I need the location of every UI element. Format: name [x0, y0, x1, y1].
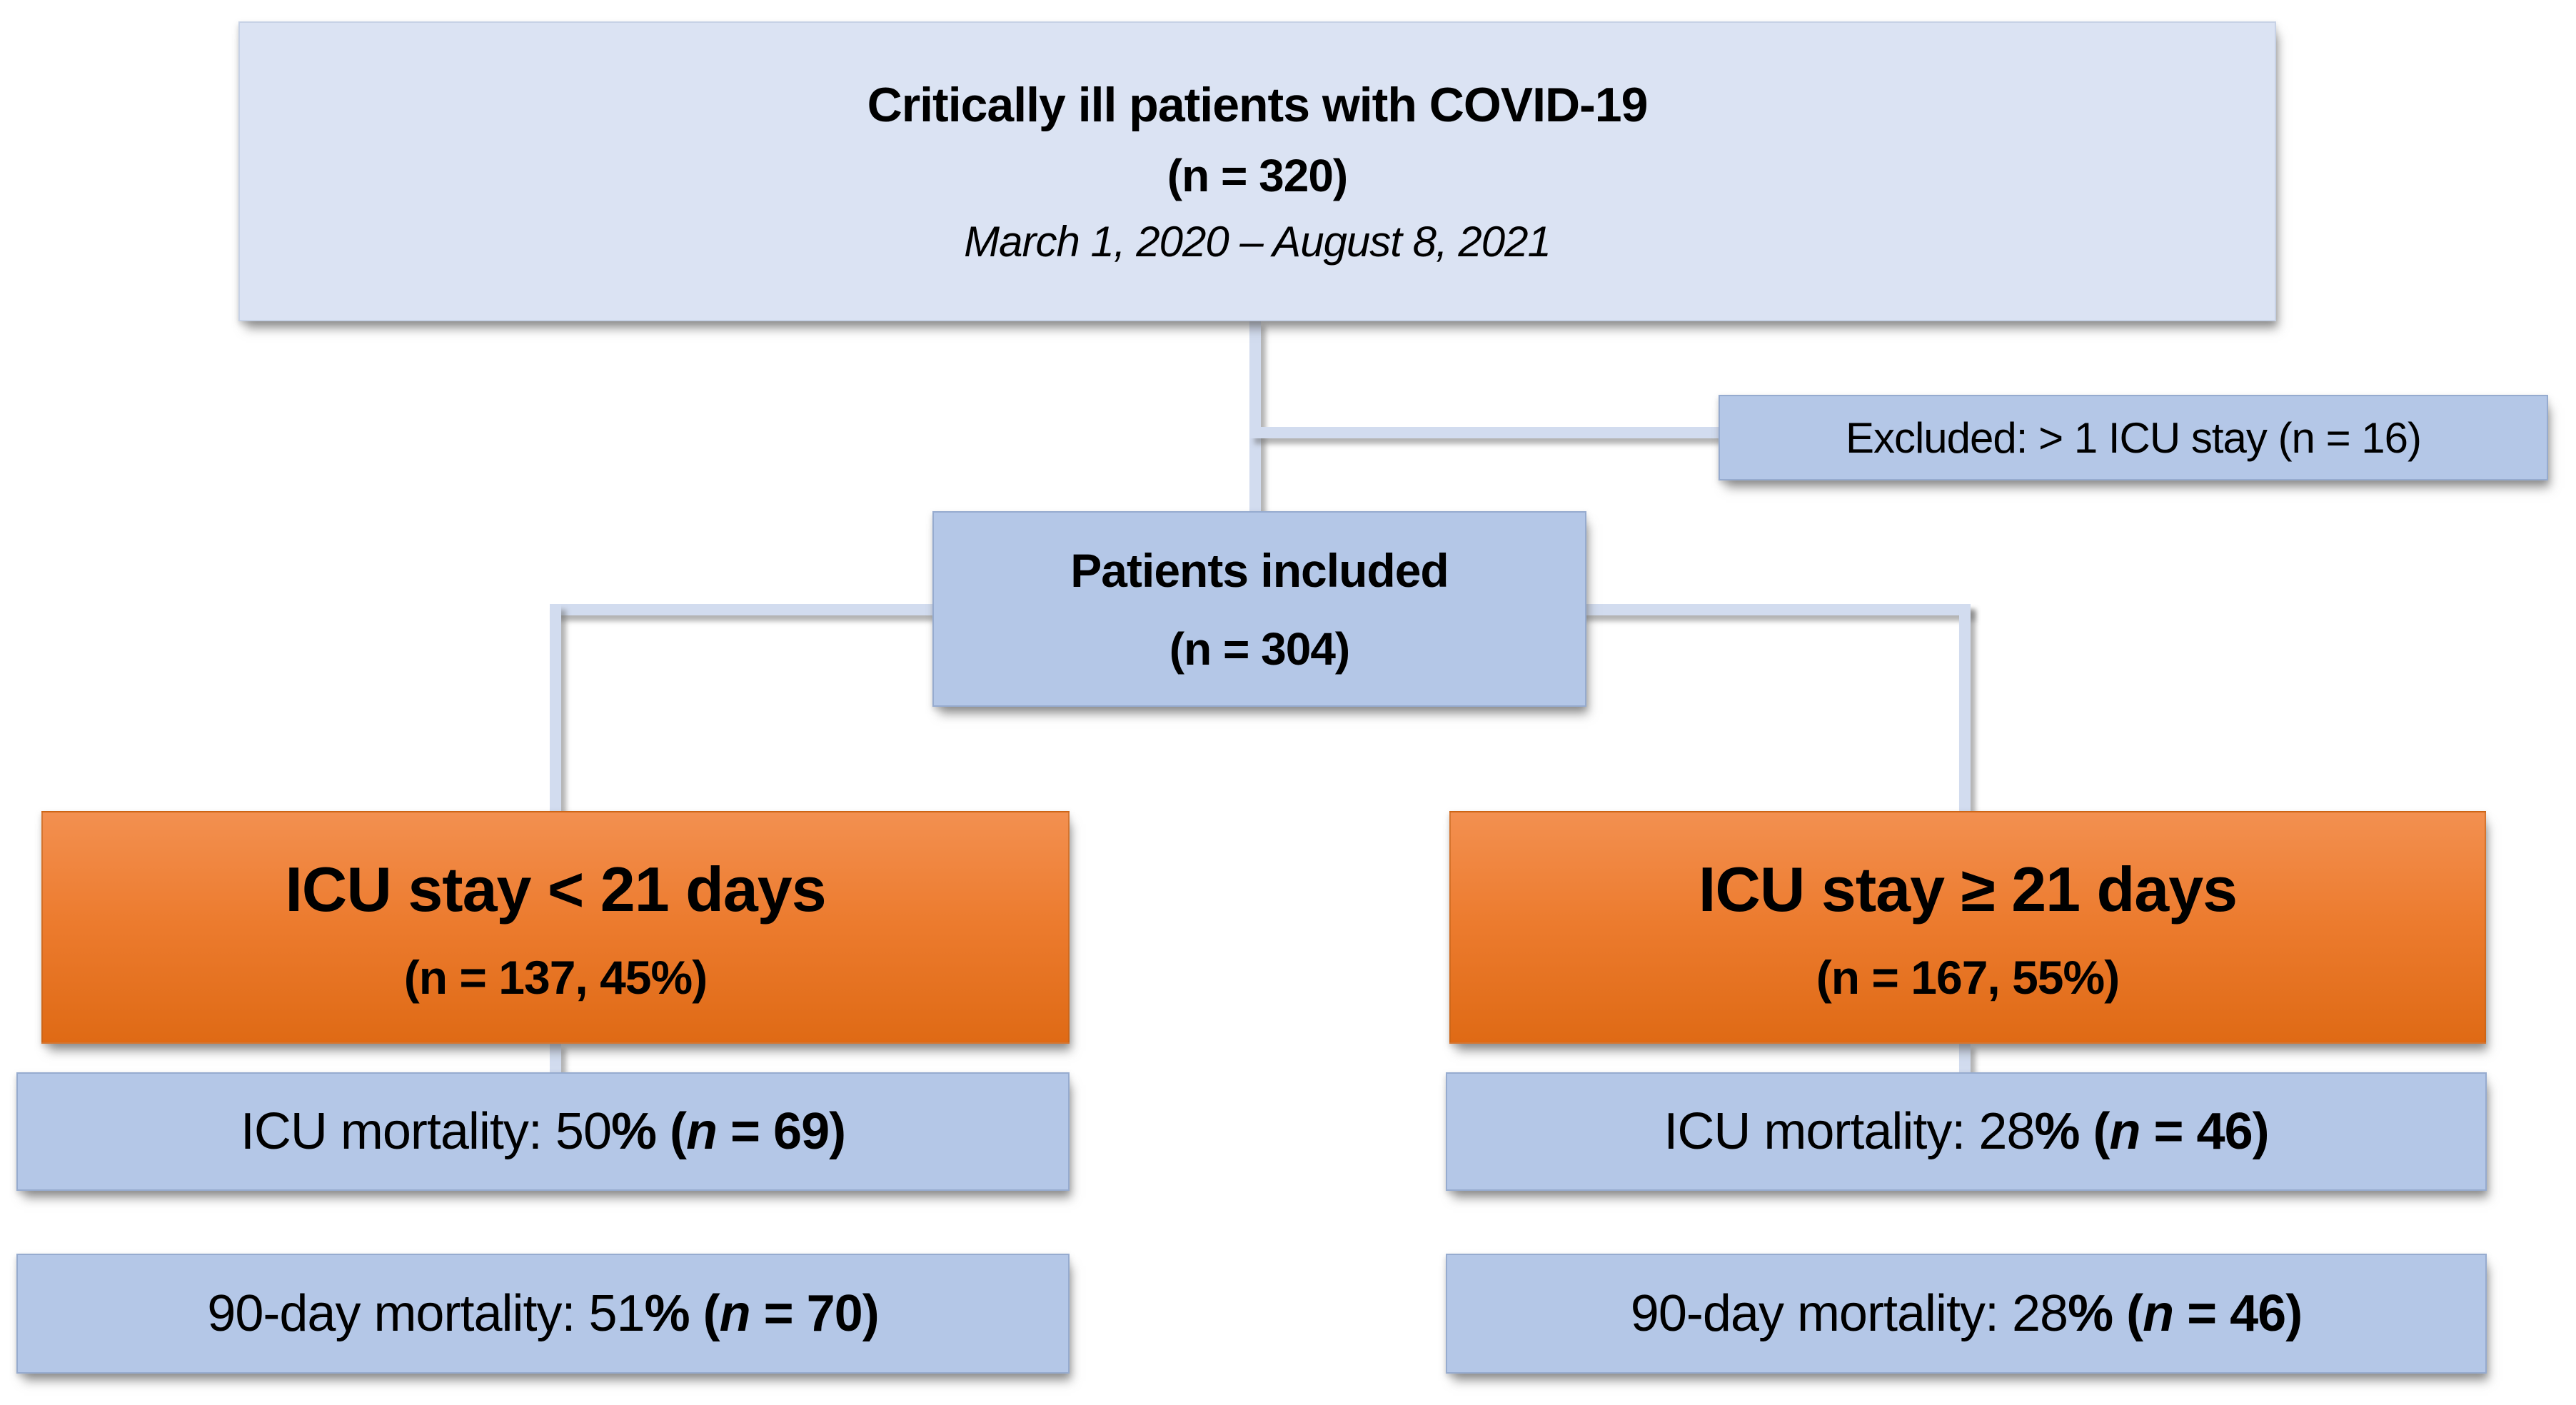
included-box: Patients included (n = 304) [932, 511, 1586, 707]
excluded-label: Excluded: > 1 ICU stay (n = 16) [1845, 413, 2422, 462]
mortality-bold-open: % ( [611, 1103, 687, 1160]
short-stay-icu-mortality-text: ICU mortality: 50% (n = 69) [240, 1102, 846, 1161]
branch-long-stay-count: (n = 167, 55%) [1816, 950, 2120, 1004]
mortality-prefix: ICU mortality: 28 [1664, 1103, 2035, 1160]
mortality-n-symbol: n [2143, 1285, 2174, 1342]
mortality-bold-open: % ( [2068, 1285, 2143, 1342]
mortality-bold-close: = 46) [2140, 1103, 2270, 1160]
included-title: Patients included [1070, 543, 1449, 597]
mortality-n-symbol: n [686, 1103, 718, 1160]
branch-long-stay-box: ICU stay ≥ 21 days (n = 167, 55%) [1449, 811, 2486, 1044]
enrollment-title: Critically ill patients with COVID-19 [867, 78, 1649, 132]
mortality-n-symbol: n [719, 1285, 751, 1342]
connector-right-to-mortality [1959, 1042, 1971, 1075]
long-stay-90day-mortality-box: 90-day mortality: 28% (n = 46) [1446, 1254, 2487, 1374]
long-stay-icu-mortality-box: ICU mortality: 28% (n = 46) [1446, 1072, 2487, 1191]
mortality-prefix: ICU mortality: 50 [240, 1103, 612, 1160]
mortality-bold-open: % ( [644, 1285, 720, 1342]
short-stay-icu-mortality-box: ICU mortality: 50% (n = 69) [16, 1072, 1070, 1191]
long-stay-icu-mortality-text: ICU mortality: 28% (n = 46) [1664, 1102, 2270, 1161]
mortality-bold-close: = 46) [2173, 1285, 2303, 1342]
connector-to-excluded [1249, 427, 1735, 438]
connector-left-to-mortality [550, 1042, 561, 1075]
connector-enrollment-to-included [1249, 320, 1261, 517]
mortality-prefix: 90-day mortality: 51 [207, 1285, 645, 1342]
included-count: (n = 304) [1169, 623, 1350, 675]
excluded-box: Excluded: > 1 ICU stay (n = 16) [1719, 395, 2548, 480]
enrollment-date-range: March 1, 2020 – August 8, 2021 [964, 218, 1551, 266]
mortality-prefix: 90-day mortality: 28 [1630, 1285, 2068, 1342]
mortality-bold-open: % ( [2034, 1103, 2110, 1160]
connector-right-branch-vertical [1959, 604, 1971, 812]
long-stay-90day-mortality-text: 90-day mortality: 28% (n = 46) [1630, 1284, 2303, 1343]
branch-long-stay-title: ICU stay ≥ 21 days [1698, 853, 2238, 925]
short-stay-90day-mortality-box: 90-day mortality: 51% (n = 70) [16, 1254, 1070, 1374]
enrollment-count: (n = 320) [1167, 150, 1348, 201]
branch-short-stay-box: ICU stay < 21 days (n = 137, 45%) [41, 811, 1070, 1044]
short-stay-90day-mortality-text: 90-day mortality: 51% (n = 70) [207, 1284, 880, 1343]
branch-short-stay-count: (n = 137, 45%) [403, 950, 708, 1004]
mortality-n-symbol: n [2109, 1103, 2141, 1160]
branch-short-stay-title: ICU stay < 21 days [285, 853, 826, 925]
connector-left-branch-vertical [550, 604, 561, 812]
mortality-bold-close: = 70) [750, 1285, 880, 1342]
enrollment-box: Critically ill patients with COVID-19 (n… [238, 21, 2276, 321]
mortality-bold-close: = 69) [717, 1103, 846, 1160]
